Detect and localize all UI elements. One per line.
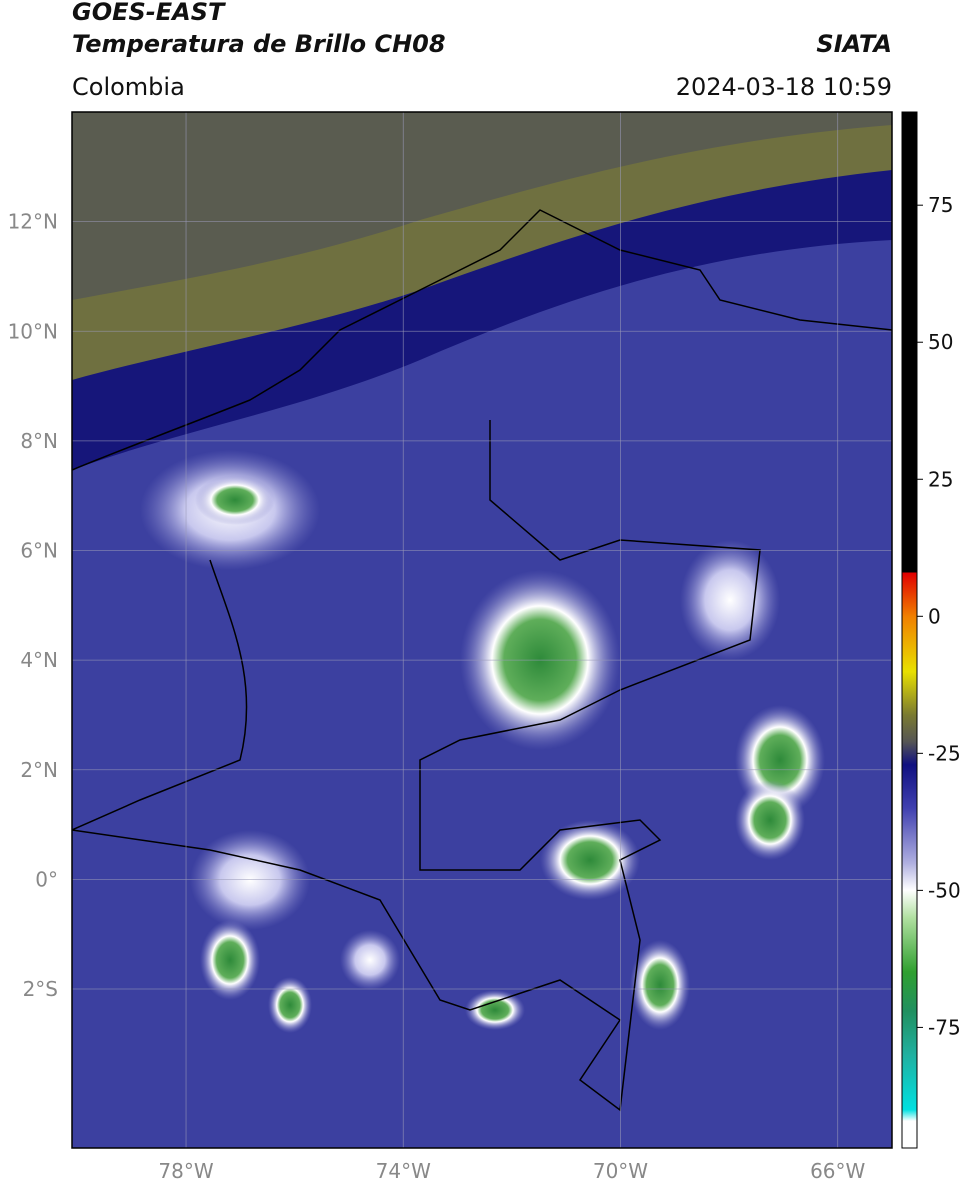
x-tick-label: 78°W bbox=[158, 1159, 213, 1183]
y-tick-label: 8°N bbox=[20, 429, 58, 453]
y-tick-label: 2°N bbox=[20, 758, 58, 782]
source: SIATA bbox=[816, 30, 892, 58]
colorbar-tick-label: -75 bbox=[928, 1015, 961, 1039]
y-tick-label: 0° bbox=[35, 867, 58, 891]
colorbar-tick-label: 0 bbox=[928, 604, 941, 628]
x-tick-label: 66°W bbox=[810, 1159, 865, 1183]
y-tick-label: 4°N bbox=[20, 648, 58, 672]
y-tick-label: 2°S bbox=[23, 977, 58, 1001]
region: Colombia bbox=[72, 73, 185, 101]
y-tick-label: 10°N bbox=[8, 319, 58, 343]
colorbar-tick-label: 75 bbox=[928, 193, 953, 217]
title: GOES-EAST bbox=[72, 0, 226, 26]
map-image bbox=[72, 112, 892, 1148]
subtitle: Temperatura de Brillo CH08 bbox=[72, 30, 446, 58]
colorbar-tick-label: 50 bbox=[928, 330, 953, 354]
map-frame bbox=[71, 111, 893, 1149]
x-tick-label: 70°W bbox=[593, 1159, 648, 1183]
datetime: 2024-03-18 10:59 bbox=[676, 73, 892, 101]
y-tick-label: 12°N bbox=[8, 210, 58, 234]
colorbar-tick-label: 25 bbox=[928, 467, 953, 491]
colorbar-tick-label: -25 bbox=[928, 741, 961, 765]
colorbar-tick-label: -50 bbox=[928, 878, 961, 902]
y-tick-label: 6°N bbox=[20, 539, 58, 563]
x-tick-label: 74°W bbox=[376, 1159, 431, 1183]
colorbar bbox=[901, 111, 918, 1149]
